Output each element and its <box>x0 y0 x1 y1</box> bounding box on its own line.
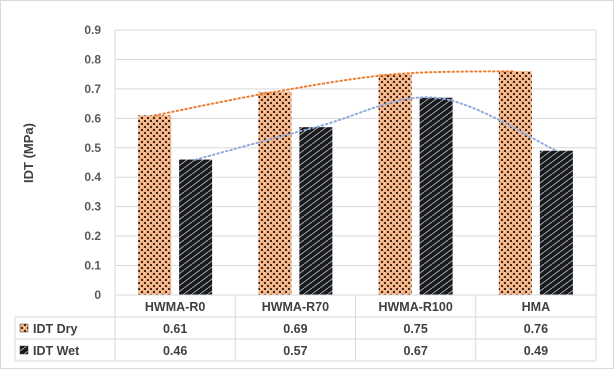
y-tick-label: 0.1 <box>84 259 101 273</box>
y-tick-label: 0.2 <box>84 229 101 243</box>
bars <box>138 71 573 296</box>
y-tick-label: 0.9 <box>84 23 101 37</box>
bar-wet <box>179 159 213 295</box>
trendlines <box>153 70 558 161</box>
y-tick-label: 0.8 <box>84 52 101 66</box>
bar-wet <box>539 150 573 295</box>
data-label: 0.49 <box>524 344 548 358</box>
category-label: HWMA-R100 <box>378 300 452 314</box>
data-label: 0.75 <box>403 322 427 336</box>
bar-dry <box>378 74 412 296</box>
bar-wet <box>299 127 333 296</box>
legend-swatch-dry <box>19 323 29 333</box>
bar-dry <box>258 91 292 295</box>
category-label: HWMA-R0 <box>145 300 205 314</box>
y-tick-label: 0.4 <box>84 170 101 184</box>
y-tick-label: 0.7 <box>84 82 101 96</box>
category-label: HMA <box>522 300 550 314</box>
trendline-wet <box>194 96 558 161</box>
data-label: 0.69 <box>283 322 307 336</box>
y-tick-label: 0.6 <box>84 111 101 125</box>
category-label: HWMA-R70 <box>262 300 329 314</box>
bar-dry <box>138 115 172 295</box>
y-tick-label: 0.5 <box>84 141 101 155</box>
legend-label: IDT Dry <box>33 322 78 336</box>
y-tick-label: 0 <box>94 288 101 302</box>
data-label: 0.46 <box>163 344 187 358</box>
bar-wet <box>419 97 453 295</box>
legend-label: IDT Wet <box>33 344 80 358</box>
y-axis-label: IDT (MPa) <box>21 123 36 183</box>
y-tick-label: 0.3 <box>84 200 101 214</box>
legend-swatch-wet <box>19 345 29 355</box>
data-label: 0.57 <box>283 344 307 358</box>
data-label: 0.61 <box>163 322 187 336</box>
data-table: HWMA-R0 HWMA-R70 HWMA-R100 HMA IDT Dry 0.61 0.… <box>14 30 597 362</box>
y-axis-ticks: 0 0.1 0.2 0.3 0.4 0.5 0.6 0.7 0.8 0.9 <box>84 23 101 302</box>
data-label: 0.76 <box>524 322 548 336</box>
bar-dry <box>498 71 532 295</box>
data-label: 0.67 <box>403 344 427 358</box>
trendline-dry <box>153 70 517 117</box>
